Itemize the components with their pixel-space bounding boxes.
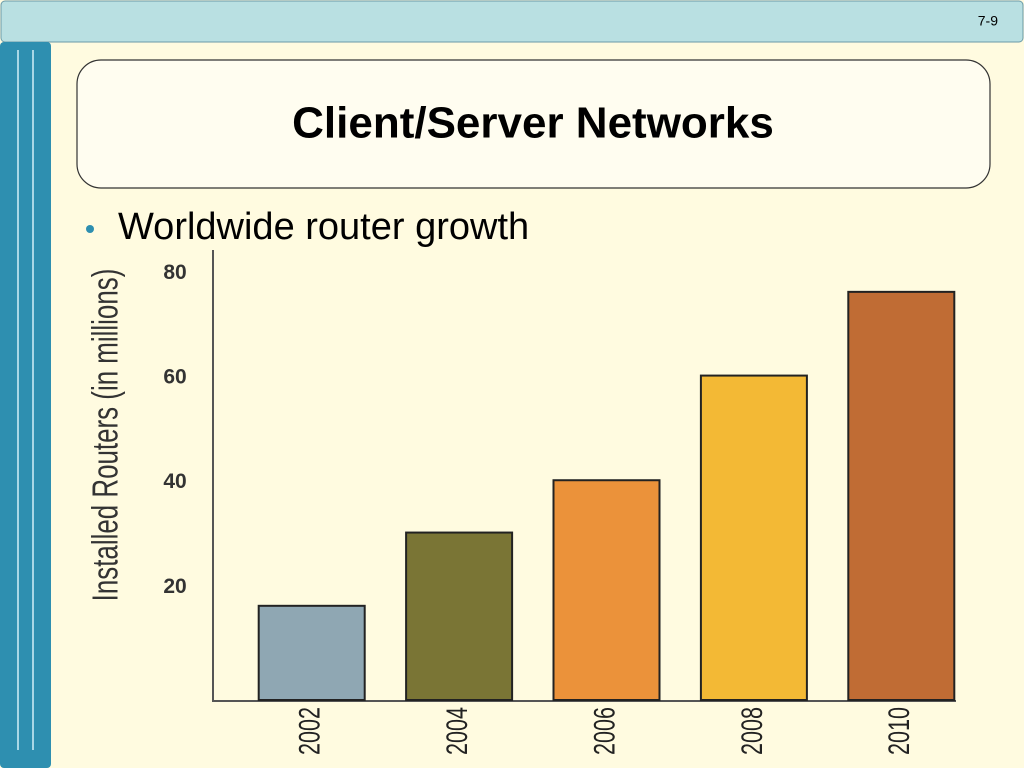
x-tick-label: 2006: [587, 707, 621, 755]
y-tick-label: 60: [163, 366, 186, 389]
bar: [552, 479, 661, 701]
x-tick-label: 2010: [882, 707, 916, 755]
y-tick-label: 20: [163, 575, 186, 598]
bar: [847, 290, 956, 701]
bullet-text: Worldwide router growth: [118, 206, 529, 248]
page-number: 7-9: [978, 13, 998, 29]
chart: Installed Routers (in millions) 20 40 60 80…: [85, 250, 956, 755]
y-tick-label: 40: [163, 470, 186, 493]
y-axis-label: Installed Routers (in millions): [85, 269, 125, 602]
x-tick-label: 2002: [292, 707, 326, 755]
bullet-dot: [86, 225, 94, 233]
bar: [405, 531, 514, 702]
bar: [257, 604, 366, 702]
side-bar: [0, 42, 51, 768]
slide-title: Client/Server Networks: [292, 99, 774, 148]
x-tick-label: 2004: [439, 707, 473, 755]
y-tick-label: 80: [163, 261, 186, 284]
title-box: [76, 59, 991, 189]
top-bar: [0, 0, 1024, 43]
bar: [699, 374, 808, 701]
x-tick-label: 2008: [734, 707, 768, 755]
